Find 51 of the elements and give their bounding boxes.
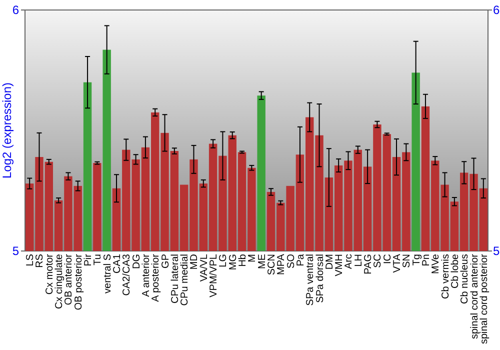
x-tick-label: VPM/VPL bbox=[208, 254, 220, 298]
x-tick-label: CPu medial bbox=[180, 254, 191, 306]
x-tick-label: ventral S bbox=[102, 254, 114, 294]
x-tick-label: Cb vermis bbox=[440, 254, 452, 300]
x-tick-label: MPA bbox=[276, 254, 288, 275]
x-tick-label: IC bbox=[382, 254, 394, 264]
x-tick-label: MG bbox=[228, 254, 239, 270]
x-tick-label: OB anterior bbox=[64, 253, 75, 306]
x-tick-label: LS bbox=[25, 254, 36, 266]
x-tick-label: Cx motor bbox=[44, 253, 56, 295]
x-tick-label: Tg bbox=[411, 254, 422, 266]
x-tick-label: CPu lateral bbox=[170, 254, 181, 304]
x-tick-label: SO bbox=[286, 254, 297, 268]
x-tick-label: CA2/CA3 bbox=[122, 254, 133, 296]
x-tick-label: VMH bbox=[334, 254, 346, 276]
x-tick-label: PAG bbox=[363, 254, 374, 274]
x-tick-label: Cb nucleus bbox=[460, 254, 471, 304]
x-tick-label: spinal cord posterior bbox=[478, 253, 490, 344]
x-tick-label: MD bbox=[189, 254, 200, 270]
x-tick-label: MVe bbox=[430, 254, 442, 274]
x-tick-label: DM bbox=[324, 254, 336, 270]
y-axis-title: Log2 (expression) bbox=[0, 82, 14, 179]
x-tick-label: SC bbox=[372, 254, 384, 268]
x-tick-label: CA1 bbox=[112, 254, 123, 274]
y2-tick-label: 6 bbox=[493, 3, 500, 18]
x-tick-label: Hb bbox=[238, 254, 249, 267]
x-tick-label: VTA bbox=[392, 254, 404, 273]
x-tick-label: LG bbox=[218, 254, 230, 268]
x-tick-label: SPa dorsal bbox=[314, 254, 326, 303]
x-tick-label: spinal cord anterior bbox=[469, 253, 480, 340]
x-tick-label: RS bbox=[34, 254, 46, 268]
x-tick-label: A posterior bbox=[150, 253, 162, 302]
x-tick-label: GP bbox=[160, 254, 172, 268]
x-tick-label: A anterior bbox=[140, 253, 152, 297]
x-tick-label: Cb lobe bbox=[450, 254, 461, 288]
x-tick-label: VA/VL bbox=[198, 254, 210, 282]
x-tick-label: Pa bbox=[295, 254, 306, 266]
x-tick-label: Pn bbox=[420, 254, 432, 266]
x-tick-label: OB posterior bbox=[73, 253, 84, 310]
x-tick-label: SPa ventral bbox=[305, 254, 316, 306]
x-tick-label: SCN bbox=[266, 254, 278, 276]
x-tick-label: LH bbox=[353, 254, 364, 267]
x-tick-label: Tu bbox=[92, 254, 104, 266]
x-tick-label: ME bbox=[256, 254, 268, 269]
x-tick-label: Arc bbox=[344, 254, 355, 269]
x-tick-label: Cx cingulate bbox=[54, 254, 66, 310]
y2-tick-label: 5 bbox=[493, 244, 500, 258]
x-tick-label: M bbox=[247, 254, 258, 262]
x-tick-label: Pir bbox=[83, 253, 94, 266]
x-tick-label: DG bbox=[131, 254, 142, 269]
x-tick-label: SN bbox=[402, 254, 413, 268]
